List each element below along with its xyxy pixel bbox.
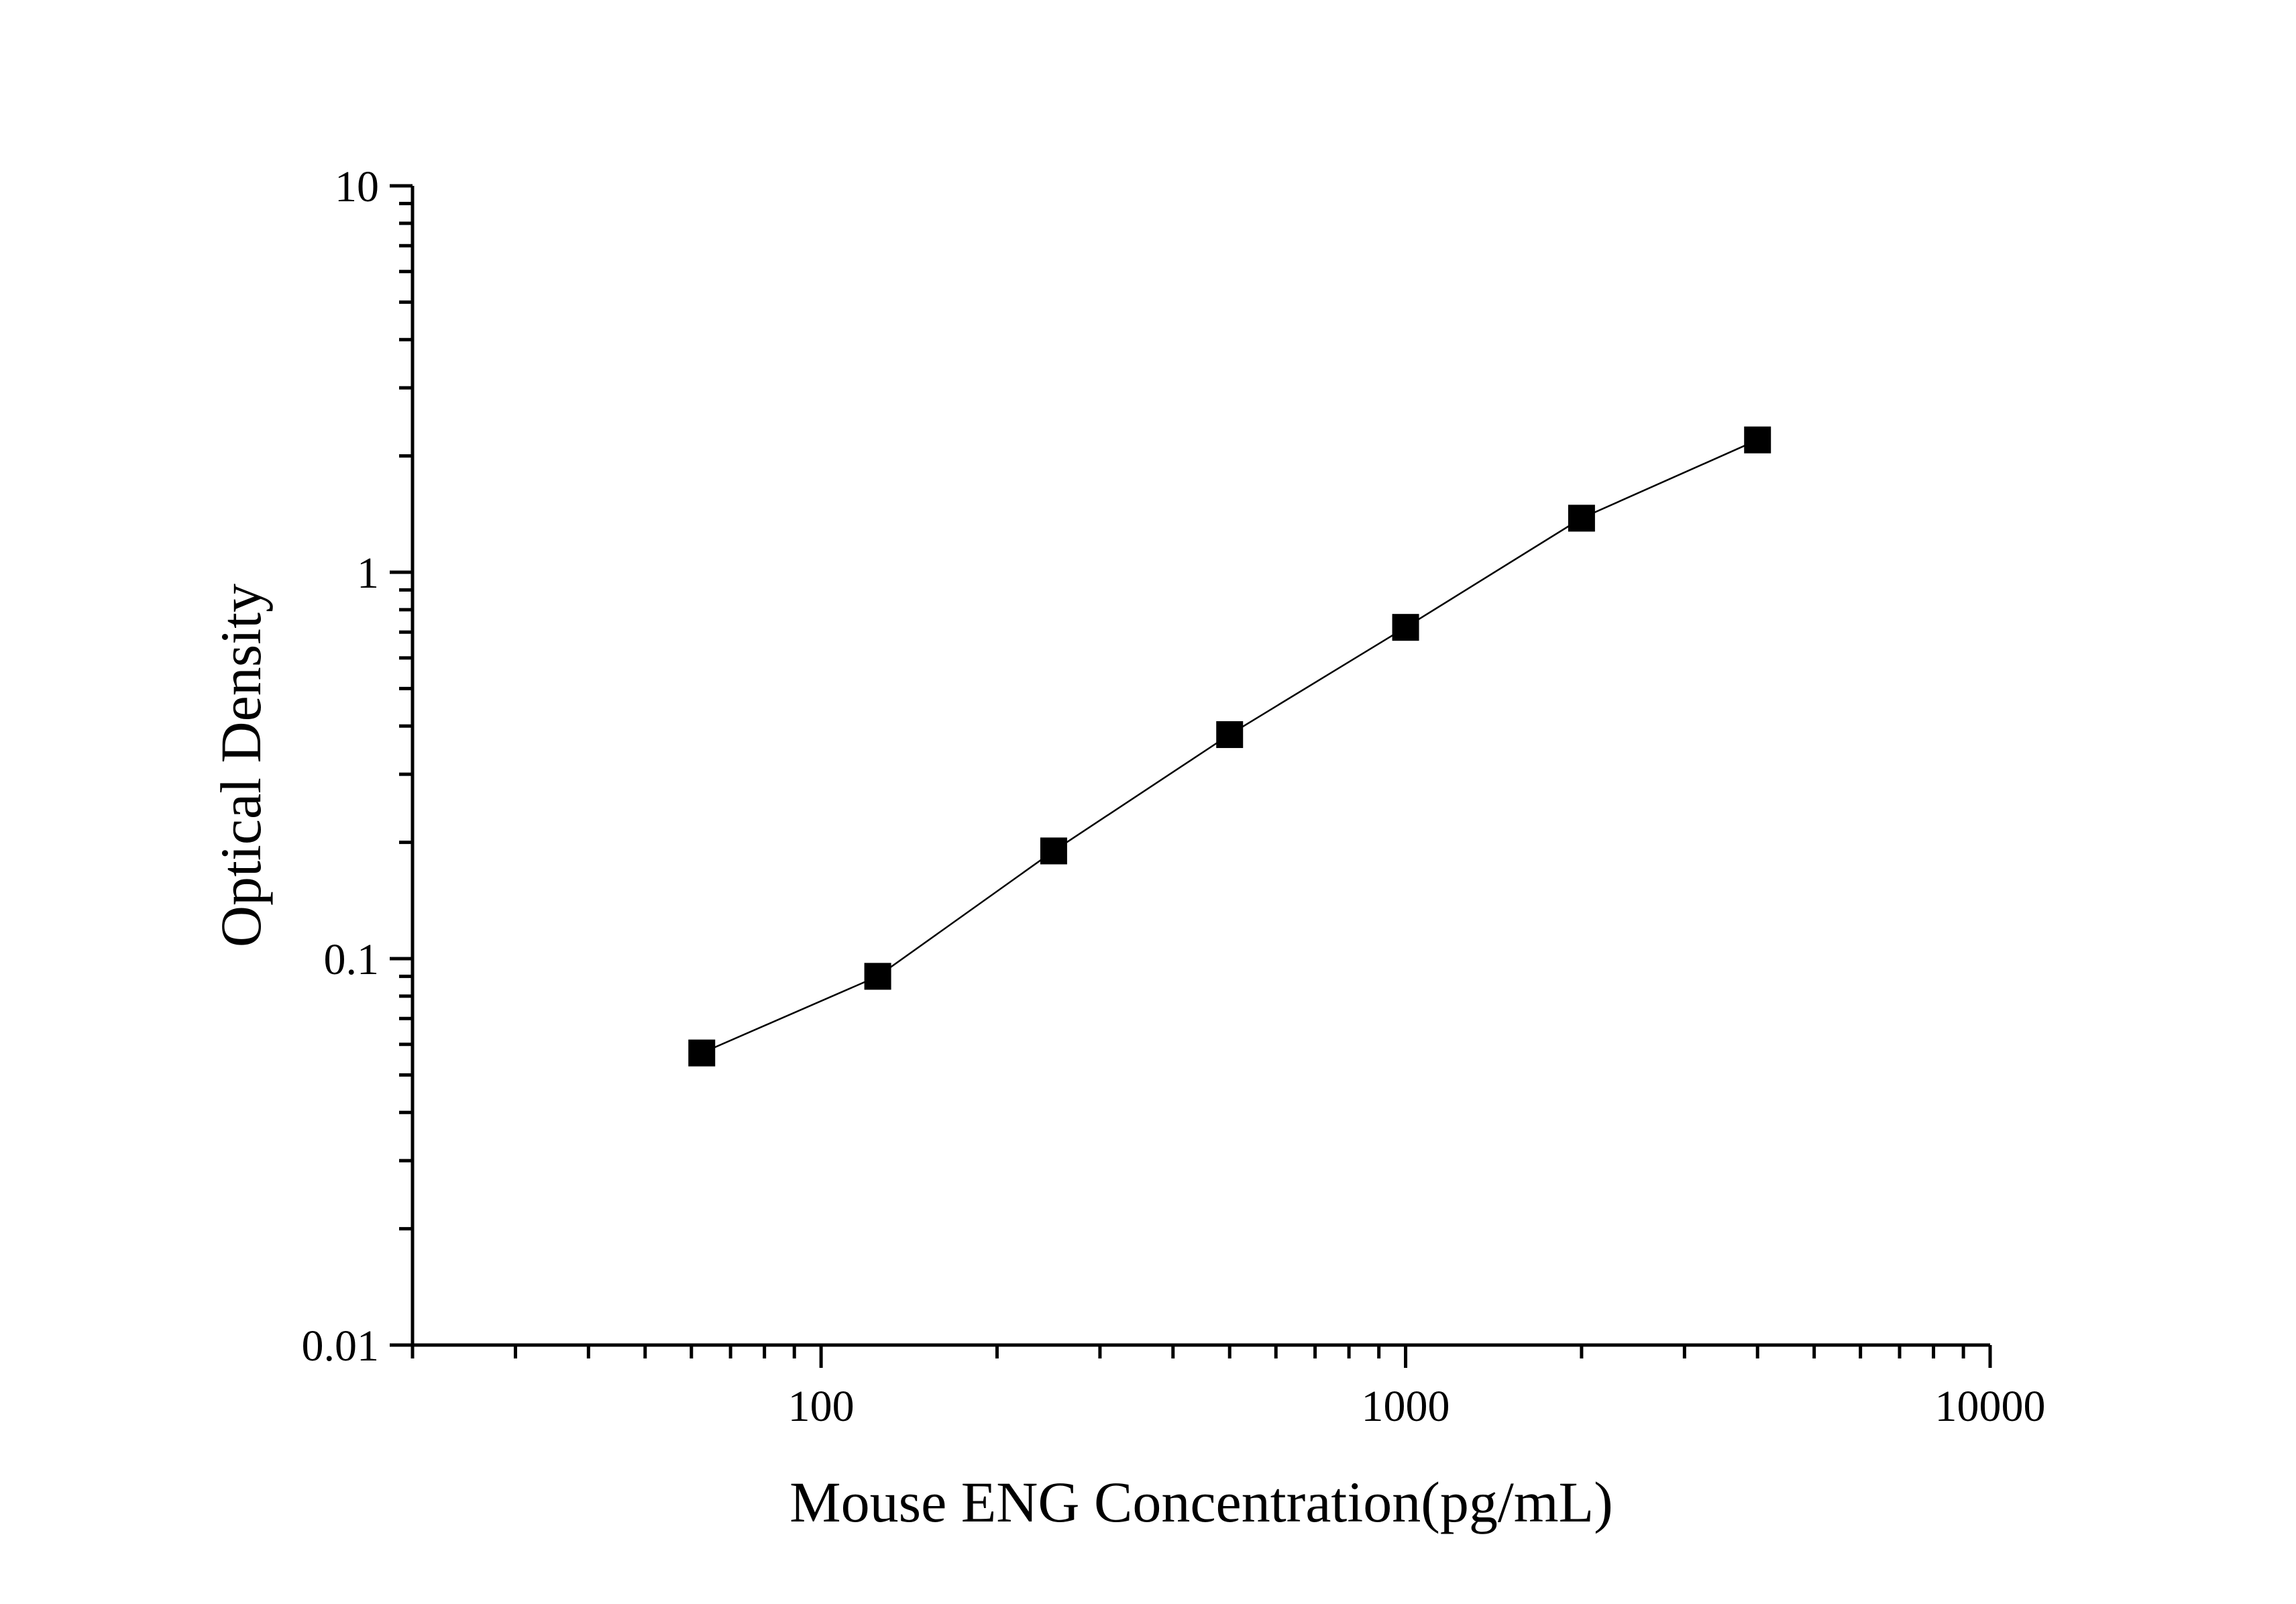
x-ticks: 100 1000 10000 bbox=[411, 1345, 2046, 1431]
data-point bbox=[1392, 614, 1419, 641]
y-tick-label: 0.1 bbox=[324, 935, 380, 984]
data-point bbox=[688, 1039, 716, 1067]
x-tick-label: 10000 bbox=[1935, 1382, 2046, 1431]
data-point bbox=[864, 963, 891, 990]
data-point bbox=[1216, 721, 1244, 749]
y-ticks: 0.01 0.1 1 10 bbox=[302, 162, 413, 1371]
y-axis-title: Optical Density bbox=[209, 584, 273, 947]
x-tick-label: 1000 bbox=[1362, 1382, 1450, 1431]
y-tick-label: 10 bbox=[335, 162, 379, 211]
y-tick-label: 0.01 bbox=[302, 1322, 380, 1371]
y-tick-label: 1 bbox=[357, 549, 379, 598]
plot-area bbox=[688, 426, 1771, 1067]
x-axis-title: Mouse ENG Concentration(pg/mL) bbox=[789, 1470, 1613, 1534]
data-point bbox=[1040, 837, 1067, 865]
data-point bbox=[1568, 504, 1595, 532]
data-point bbox=[1744, 426, 1771, 453]
x-tick-label: 100 bbox=[788, 1382, 855, 1431]
